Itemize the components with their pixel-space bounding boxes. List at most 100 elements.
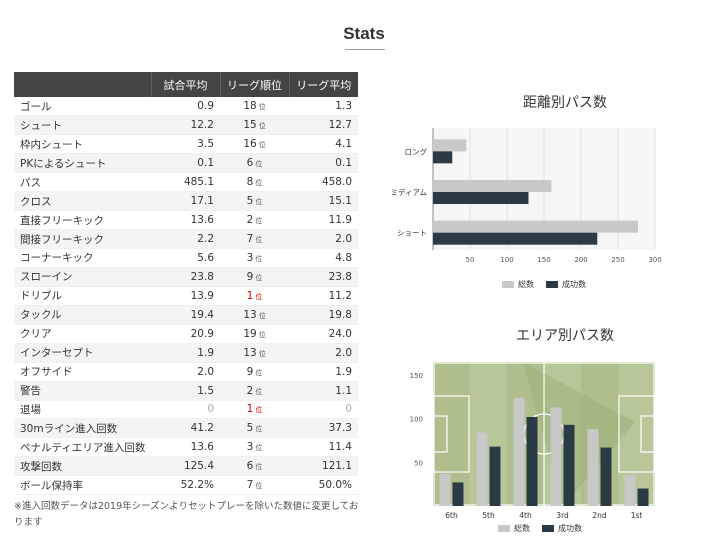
table-row: コーナーキック 5.6 3 位 4.8 xyxy=(14,248,358,268)
stat-league-avg: 1.3 xyxy=(289,97,358,117)
legend-label-total-area: 総数 xyxy=(514,524,530,533)
rank-value: 19 xyxy=(243,327,257,340)
y-tick-label: 150 xyxy=(410,372,423,380)
rank-unit: 位 xyxy=(255,236,263,245)
stat-league-avg: 24.0 xyxy=(289,324,358,344)
header-league-rank: リーグ順位 xyxy=(219,72,289,97)
bar-success xyxy=(489,446,501,506)
rank-value: 7 xyxy=(246,479,254,492)
x-tick-label: 250 xyxy=(611,256,624,264)
stat-league-rank: 13 位 xyxy=(220,343,289,363)
legend-distance: 総数 成功数 xyxy=(502,279,598,290)
stat-match-avg: 0 xyxy=(151,400,220,420)
rank-value: 16 xyxy=(243,138,257,151)
stat-match-avg: 1.9 xyxy=(151,343,220,363)
stat-league-avg: 1.9 xyxy=(289,362,358,382)
pitch-stripe xyxy=(433,362,470,506)
stat-league-avg: 458.0 xyxy=(289,172,358,193)
table-row: シュート 12.2 15 位 12.7 xyxy=(14,115,358,136)
title-underline xyxy=(345,49,385,50)
table-header-row: 試合平均 リーグ順位 リーグ平均 xyxy=(14,72,358,97)
stat-name: シュート xyxy=(14,115,151,136)
table-row: クリア 20.9 19 位 24.0 xyxy=(14,324,358,344)
pitch-penalty-box-right xyxy=(618,395,656,473)
table-row: ボール保持率 52.2% 7 位 50.0% xyxy=(14,475,358,496)
bar-success xyxy=(637,488,649,506)
stat-league-avg: 12.7 xyxy=(289,115,358,136)
bar-total xyxy=(476,432,488,506)
rank-unit: 位 xyxy=(255,179,263,188)
bar-success xyxy=(433,151,453,164)
rank-unit: 位 xyxy=(258,103,266,112)
bar-success xyxy=(433,192,529,204)
rank-value: 3 xyxy=(246,441,254,454)
pitch-background xyxy=(433,362,655,506)
stat-match-avg: 1.5 xyxy=(151,381,220,401)
y-tick-label: 100 xyxy=(410,416,423,424)
header-name xyxy=(14,72,151,97)
stat-match-avg: 17.1 xyxy=(151,191,220,212)
footnote: ※進入回数データは2019年シーズンよりセットプレーを除いた数値に変更しておりま… xyxy=(14,501,359,528)
stat-league-avg: 11.4 xyxy=(289,437,358,458)
table-row: 警告 1.5 2 位 1.1 xyxy=(14,381,358,401)
rank-value: 1 xyxy=(246,289,254,302)
header-league-avg: リーグ平均 xyxy=(288,72,358,97)
legend-swatch-total xyxy=(502,281,514,288)
pitch-stripe xyxy=(507,362,544,506)
chart-title-area: エリア別パス数 xyxy=(516,327,614,343)
stat-name: クロス xyxy=(14,191,151,212)
rank-value: 6 xyxy=(246,460,254,473)
stat-match-avg: 0.1 xyxy=(151,153,220,174)
stat-name: 警告 xyxy=(14,381,151,401)
category-label: ミディアム xyxy=(391,187,427,197)
stat-match-avg: 13.9 xyxy=(151,286,220,306)
bar-total xyxy=(439,473,451,506)
legend-label-success: 成功数 xyxy=(562,280,586,289)
rank-unit: 位 xyxy=(255,292,263,301)
stat-league-avg: 37.3 xyxy=(289,418,358,439)
rank-value: 5 xyxy=(246,195,254,208)
table-row: タックル 19.4 13 位 19.8 xyxy=(14,305,358,325)
legend-label-total: 総数 xyxy=(518,280,534,289)
rank-value: 9 xyxy=(246,365,254,378)
legend-area: 総数 成功数 xyxy=(498,523,594,534)
stat-league-avg: 2.0 xyxy=(289,229,358,249)
pitch-shade xyxy=(523,362,635,506)
bar-total xyxy=(433,180,552,192)
plot-area xyxy=(433,128,655,250)
legend-swatch-success-area xyxy=(542,525,554,532)
rank-unit: 位 xyxy=(255,387,263,396)
stat-league-avg: 11.2 xyxy=(289,286,358,306)
table-row: 間接フリーキック 2.2 7 位 2.0 xyxy=(14,229,358,249)
stat-match-avg: 485.1 xyxy=(151,172,220,193)
rank-value: 15 xyxy=(243,119,257,132)
category-label: 3rd xyxy=(556,511,569,520)
stat-match-avg: 3.5 xyxy=(151,134,220,155)
stat-league-avg: 15.1 xyxy=(289,191,358,212)
stats-table: 試合平均 リーグ順位 リーグ平均 ゴール 0.9 18 位 1.3 シュート 12.2 15 位… xyxy=(14,72,358,496)
category-label: 5th xyxy=(482,511,495,520)
table-row: 攻撃回数 125.4 6 位 121.1 xyxy=(14,456,358,477)
category-label: 1st xyxy=(631,511,643,520)
rank-value: 2 xyxy=(246,214,254,227)
rank-unit: 位 xyxy=(258,311,266,320)
x-tick-label: 100 xyxy=(500,256,513,264)
bar-success xyxy=(600,447,612,506)
table-row: パス 485.1 8 位 458.0 xyxy=(14,172,358,193)
rank-unit: 位 xyxy=(258,122,266,131)
rank-value: 3 xyxy=(246,251,254,264)
pitch-goal-box-right xyxy=(640,415,656,453)
stat-name: パス xyxy=(14,172,151,193)
stat-league-rank: 15 位 xyxy=(220,115,289,136)
table-row: クロス 17.1 5 位 15.1 xyxy=(14,191,358,212)
stat-name: ゴール xyxy=(14,97,151,117)
bar-total xyxy=(433,220,638,233)
chart-title-distance: 距離別パス数 xyxy=(523,94,607,110)
